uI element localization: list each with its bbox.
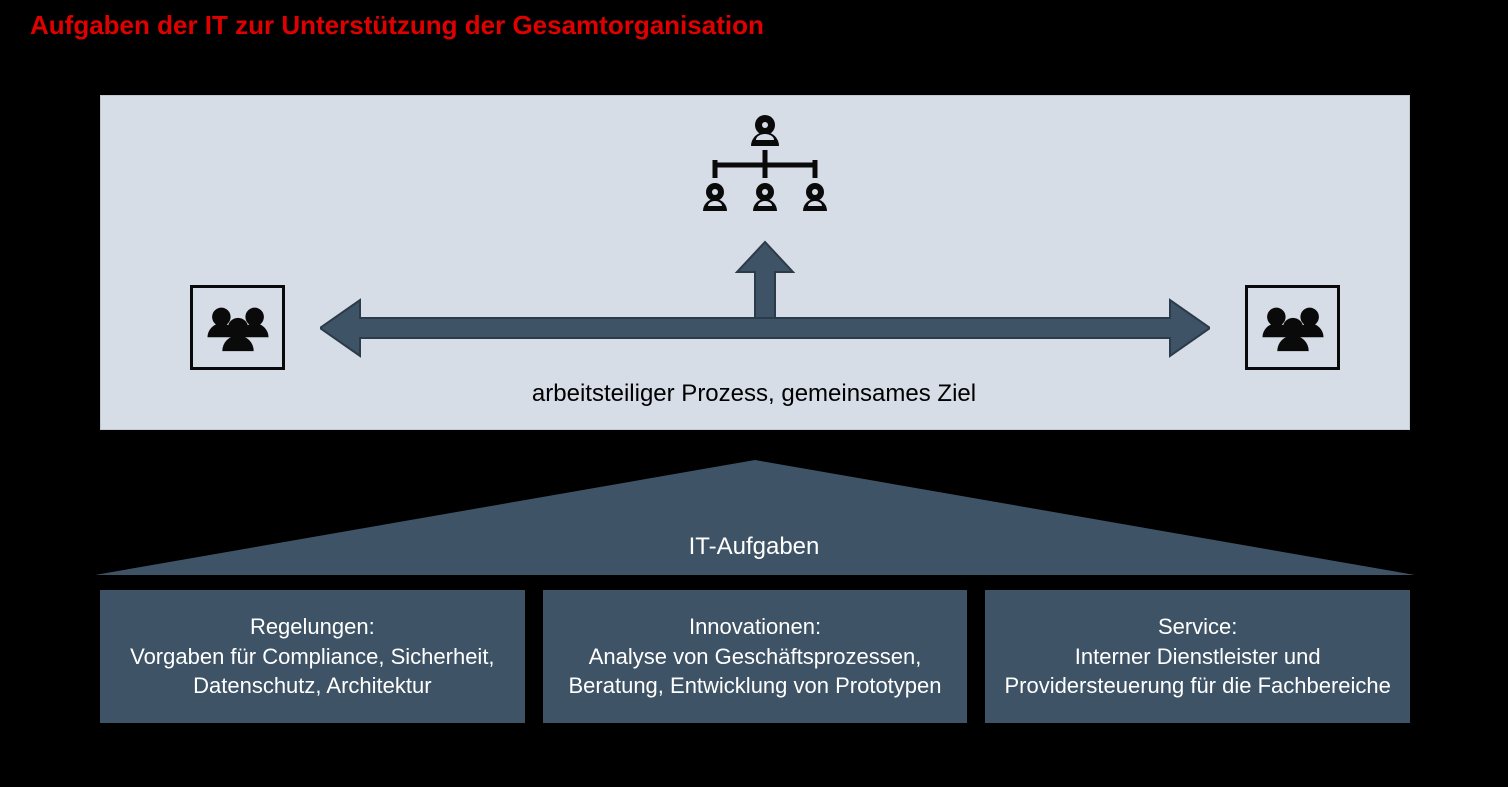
process-arrow: [320, 238, 1210, 358]
task-box-title: Regelungen:: [118, 612, 507, 642]
task-box-service: Service: Interner Dienstleister und Prov…: [985, 590, 1410, 723]
task-box-regelungen: Regelungen: Vorgaben für Compliance, Sic…: [100, 590, 525, 723]
it-roof-label: IT-Aufgaben: [0, 533, 1508, 561]
stakeholder-group-right: [1245, 285, 1340, 370]
task-box-title: Service:: [1003, 612, 1392, 642]
stakeholder-group-left: [190, 285, 285, 370]
org-hierarchy-icon: [690, 110, 840, 225]
task-box-innovationen: Innovationen: Analyse von Geschäftsproze…: [543, 590, 968, 723]
task-box-body: Vorgaben für Compliance, Sicherheit, Dat…: [118, 642, 507, 701]
people-group-icon: [1256, 300, 1330, 356]
process-label: arbeitsteiliger Prozess, gemeinsames Zie…: [0, 380, 1508, 408]
people-group-icon: [201, 300, 275, 356]
task-box-body: Interner Dienstleister und Providersteue…: [1003, 642, 1392, 701]
page-title: Aufgaben der IT zur Unterstützung der Ge…: [30, 10, 764, 41]
it-tasks-row: Regelungen: Vorgaben für Compliance, Sic…: [100, 590, 1410, 723]
task-box-body: Analyse von Geschäftsprozessen, Beratung…: [561, 642, 950, 701]
task-box-title: Innovationen:: [561, 612, 950, 642]
